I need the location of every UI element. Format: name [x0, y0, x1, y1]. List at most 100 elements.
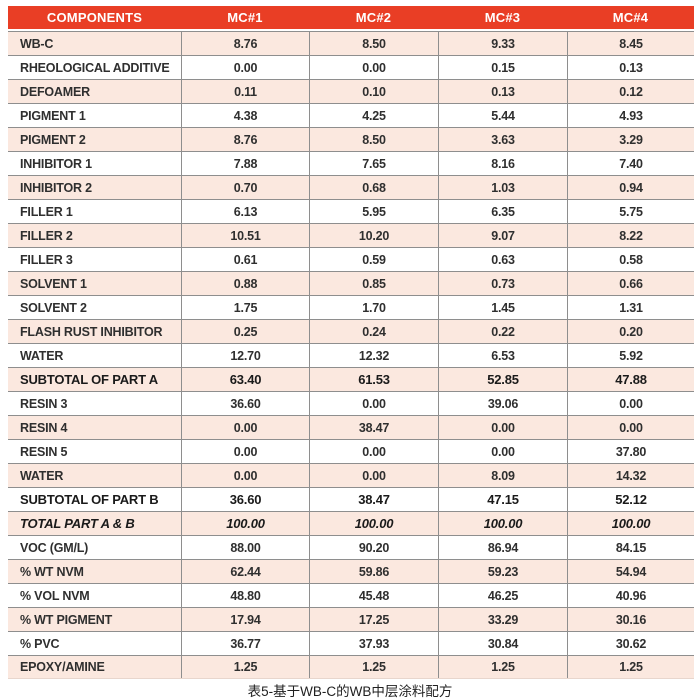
component-cell: DEFOAMER [20, 84, 90, 99]
component-cell: WATER [20, 348, 64, 363]
component-cell: RESIN 5 [20, 444, 68, 459]
table-row: SOLVENT 2 1.75 1.70 1.45 1.31 [8, 295, 694, 319]
value-cell: 0.00 [181, 56, 309, 79]
component-cell: PIGMENT 1 [20, 108, 86, 123]
table-row: SUBTOTAL OF PART A 63.40 61.53 52.85 47.88 [8, 367, 694, 391]
column-header: MC#2 [355, 10, 392, 25]
table-body: WB-C 8.76 8.50 9.33 8.45 RHEOLOGICAL ADDITIVE… [8, 31, 694, 679]
value-cell: 0.59 [309, 248, 438, 271]
table-row: TOTAL PART A & B 100.00 100.00 100.00 100.00 [8, 511, 694, 535]
value-cell: 100.00 [438, 512, 567, 535]
value-cell: 0.70 [181, 176, 309, 199]
column-header: COMPONENTS [46, 10, 143, 25]
value-cell: 10.51 [181, 224, 309, 247]
value-cell: 0.00 [181, 416, 309, 439]
value-cell: 0.22 [438, 320, 567, 343]
value-cell: 61.53 [309, 368, 438, 391]
table-row: % WT PIGMENT 17.94 17.25 33.29 30.16 [8, 607, 694, 631]
value-cell: 88.00 [181, 536, 309, 559]
value-cell: 8.50 [309, 32, 438, 55]
component-cell: SUBTOTAL OF PART B [20, 492, 159, 507]
value-cell: 4.93 [567, 104, 694, 127]
column-header: MC#1 [227, 10, 263, 25]
value-cell: 4.38 [181, 104, 309, 127]
value-cell: 0.00 [567, 416, 694, 439]
table-row: RESIN 3 36.60 0.00 39.06 0.00 [8, 391, 694, 415]
value-cell: 6.13 [181, 200, 309, 223]
table-row: RESIN 5 0.00 0.00 0.00 37.80 [8, 439, 694, 463]
table-row: PIGMENT 1 4.38 4.25 5.44 4.93 [8, 103, 694, 127]
value-cell: 10.20 [309, 224, 438, 247]
value-cell: 48.80 [181, 584, 309, 607]
value-cell: 47.15 [438, 488, 567, 511]
value-cell: 30.84 [438, 632, 567, 655]
table-row: RHEOLOGICAL ADDITIVE 0.00 0.00 0.15 0.13 [8, 55, 694, 79]
value-cell: 7.65 [309, 152, 438, 175]
value-cell: 1.25 [309, 656, 438, 678]
value-cell: 0.13 [567, 56, 694, 79]
value-cell: 17.25 [309, 608, 438, 631]
value-cell: 1.03 [438, 176, 567, 199]
table-row: DEFOAMER 0.11 0.10 0.13 0.12 [8, 79, 694, 103]
value-cell: 37.80 [567, 440, 694, 463]
component-cell: FILLER 3 [20, 252, 73, 267]
table-row: FILLER 1 6.13 5.95 6.35 5.75 [8, 199, 694, 223]
value-cell: 0.00 [181, 464, 309, 487]
value-cell: 0.13 [438, 80, 567, 103]
component-cell: RHEOLOGICAL ADDITIVE [20, 60, 170, 75]
component-cell: WATER [20, 468, 64, 483]
value-cell: 0.61 [181, 248, 309, 271]
value-cell: 90.20 [309, 536, 438, 559]
value-cell: 14.32 [567, 464, 694, 487]
value-cell: 84.15 [567, 536, 694, 559]
value-cell: 30.62 [567, 632, 694, 655]
value-cell: 86.94 [438, 536, 567, 559]
value-cell: 9.07 [438, 224, 567, 247]
value-cell: 7.40 [567, 152, 694, 175]
value-cell: 100.00 [567, 512, 694, 535]
value-cell: 38.47 [309, 488, 438, 511]
component-cell: SUBTOTAL OF PART A [20, 372, 158, 387]
value-cell: 62.44 [181, 560, 309, 583]
value-cell: 52.85 [438, 368, 567, 391]
value-cell: 0.25 [181, 320, 309, 343]
component-cell: INHIBITOR 1 [20, 156, 92, 171]
component-cell: FLASH RUST INHIBITOR [20, 324, 163, 339]
value-cell: 12.32 [309, 344, 438, 367]
value-cell: 0.00 [309, 464, 438, 487]
value-cell: 9.33 [438, 32, 567, 55]
table-row: INHIBITOR 2 0.70 0.68 1.03 0.94 [8, 175, 694, 199]
value-cell: 0.00 [309, 440, 438, 463]
component-cell: % WT PIGMENT [20, 612, 113, 627]
component-cell: SOLVENT 1 [20, 276, 87, 291]
component-cell: EPOXY/AMINE [20, 660, 105, 674]
value-cell: 59.23 [438, 560, 567, 583]
table-row: SUBTOTAL OF PART B 36.60 38.47 47.15 52.12 [8, 487, 694, 511]
table-header-row: COMPONENTS MC#1 MC#2 MC#3 MC#4 [8, 6, 694, 29]
value-cell: 8.50 [309, 128, 438, 151]
component-cell: WB-C [20, 36, 54, 51]
value-cell: 63.40 [181, 368, 309, 391]
value-cell: 5.75 [567, 200, 694, 223]
value-cell: 0.00 [438, 440, 567, 463]
table-row: VOC (GM/L) 88.00 90.20 86.94 84.15 [8, 535, 694, 559]
value-cell: 40.96 [567, 584, 694, 607]
value-cell: 0.00 [181, 440, 309, 463]
value-cell: 38.47 [309, 416, 438, 439]
column-header: MC#3 [484, 10, 521, 25]
table-row: % WT NVM 62.44 59.86 59.23 54.94 [8, 559, 694, 583]
table-row: WB-C 8.76 8.50 9.33 8.45 [8, 31, 694, 55]
value-cell: 3.29 [567, 128, 694, 151]
component-cell: SOLVENT 2 [20, 300, 87, 315]
value-cell: 1.25 [181, 656, 309, 678]
table-row: INHIBITOR 1 7.88 7.65 8.16 7.40 [8, 151, 694, 175]
component-cell: PIGMENT 2 [20, 132, 86, 147]
value-cell: 0.58 [567, 248, 694, 271]
value-cell: 3.63 [438, 128, 567, 151]
table-row: FILLER 3 0.61 0.59 0.63 0.58 [8, 247, 694, 271]
component-cell: % VOL NVM [20, 588, 90, 603]
value-cell: 0.10 [309, 80, 438, 103]
value-cell: 1.70 [309, 296, 438, 319]
table-row: FILLER 2 10.51 10.20 9.07 8.22 [8, 223, 694, 247]
value-cell: 5.92 [567, 344, 694, 367]
